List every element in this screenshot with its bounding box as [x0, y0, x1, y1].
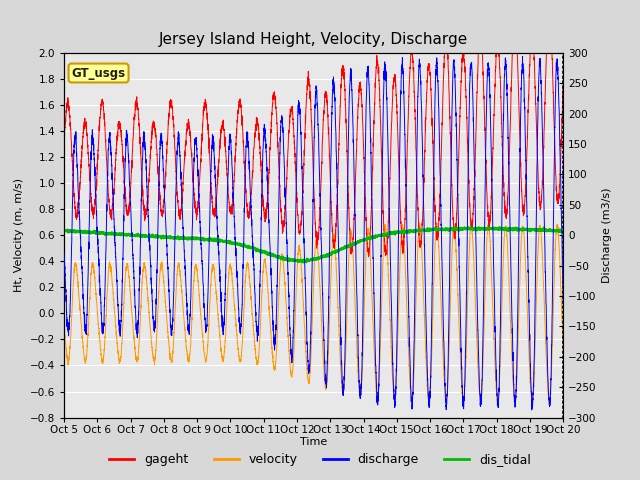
X-axis label: Time: Time	[300, 437, 327, 447]
Title: Jersey Island Height, Velocity, Discharge: Jersey Island Height, Velocity, Discharg…	[159, 33, 468, 48]
Y-axis label: Ht, Velocity (m, m/s): Ht, Velocity (m, m/s)	[14, 178, 24, 292]
Text: GT_usgs: GT_usgs	[72, 67, 125, 80]
Legend: gageht, velocity, discharge, dis_tidal: gageht, velocity, discharge, dis_tidal	[104, 448, 536, 471]
Y-axis label: Discharge (m3/s): Discharge (m3/s)	[602, 188, 612, 283]
